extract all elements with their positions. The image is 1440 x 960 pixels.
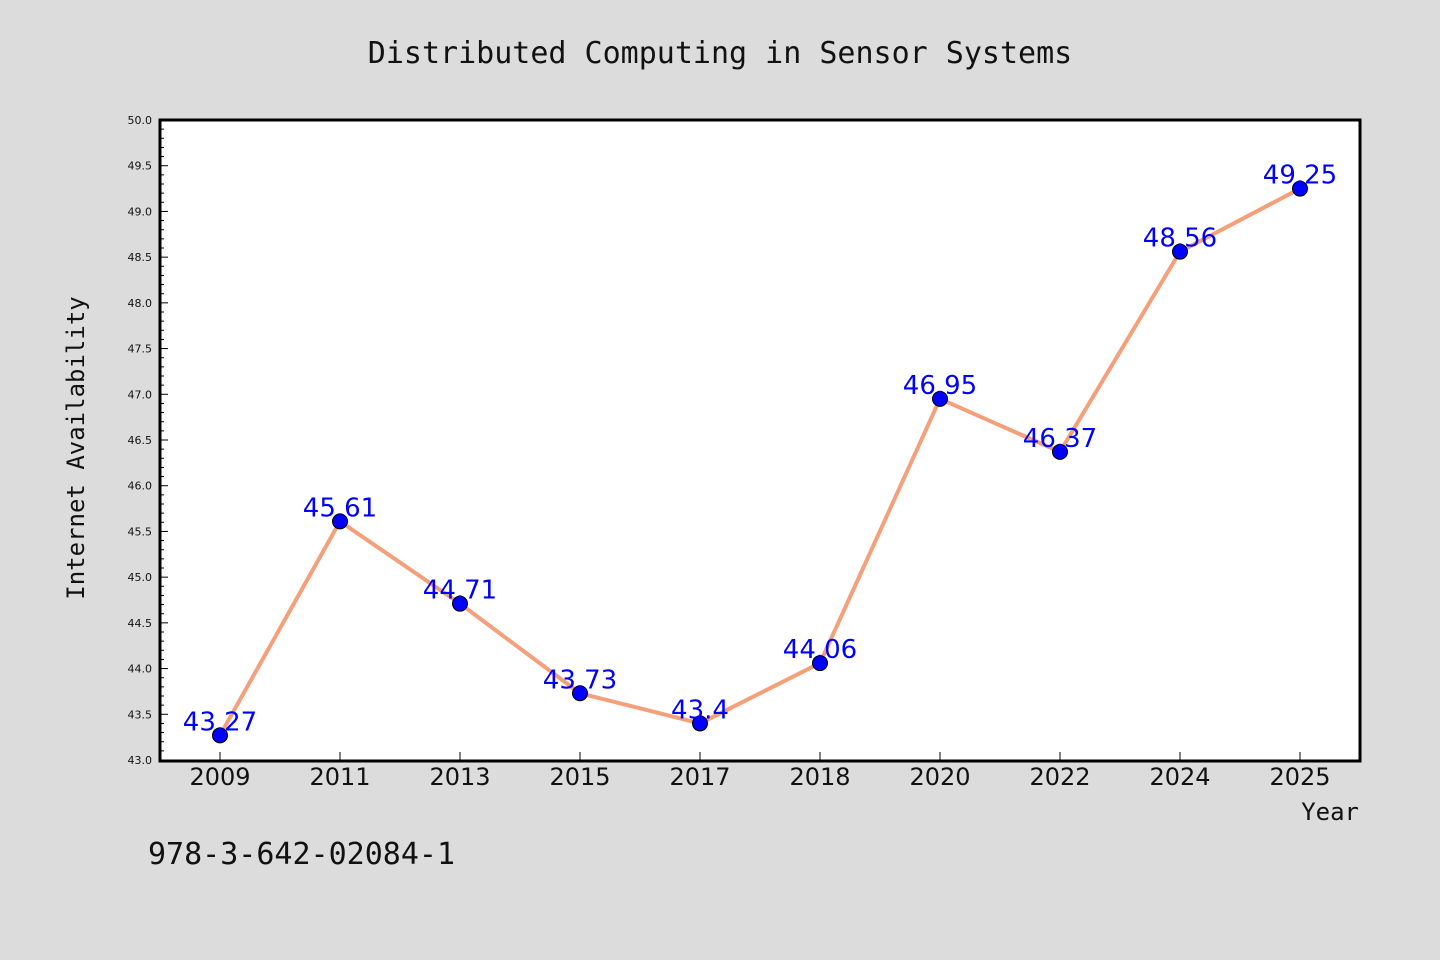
data-point (692, 715, 708, 732)
y-tick-label: 44.0 (128, 663, 153, 676)
y-tick-label: 47.0 (128, 388, 153, 401)
y-tick-label: 49.0 (128, 205, 153, 218)
y-tick-label: 45.0 (128, 571, 153, 584)
data-label: 48.56 (1143, 224, 1217, 254)
y-tick-label: 43.5 (128, 708, 153, 721)
data-point (212, 727, 228, 744)
data-label: 43.27 (183, 707, 257, 737)
footer-isbn: 978-3-642-02084-1 (148, 837, 455, 872)
data-label: 43.73 (543, 665, 617, 695)
x-tick-label: 2015 (549, 763, 610, 791)
data-point (812, 655, 828, 672)
y-axis: 43.0 43.5 44.0 44.5 45.0 45.5 46.0 46.5 47.0 47.5… (128, 114, 168, 767)
y-tick-label: 46.0 (128, 480, 153, 493)
data-label: 49.25 (1263, 161, 1337, 191)
x-tick-label: 2009 (189, 763, 250, 791)
x-tick-label: 2025 (1269, 763, 1330, 791)
y-tick-label: 44.5 (128, 617, 153, 630)
x-tick-label: 2022 (1029, 763, 1090, 791)
y-tick-label: 47.5 (128, 343, 153, 356)
x-tick-label: 2024 (1149, 763, 1210, 791)
x-tick-label: 2011 (309, 763, 370, 791)
x-axis: 2009 2011 2013 2015 2017 2018 2020 2022 2024 2025 (189, 752, 1331, 791)
y-tick-label: 43.0 (128, 754, 153, 767)
data-label: 43.4 (671, 695, 729, 725)
y-tick-label: 48.5 (128, 251, 153, 264)
x-tick-label: 2013 (429, 763, 490, 791)
series (212, 180, 1308, 744)
y-tick-label: 49.5 (128, 160, 153, 173)
data-label: 46.37 (1023, 424, 1097, 454)
data-point (1052, 443, 1068, 460)
y-tick-label: 48.0 (128, 297, 153, 310)
x-tick-label: 2017 (669, 763, 730, 791)
x-tick-label: 2018 (789, 763, 850, 791)
data-point (572, 685, 588, 702)
data-point (452, 595, 468, 612)
y-axis-label: Internet Availability (62, 296, 90, 599)
x-tick-label: 2020 (909, 763, 970, 791)
data-labels: 43.27 45.61 44.71 43.73 43.4 44.06 46.95 46.37 4… (183, 161, 1337, 738)
x-axis-label: Year (1301, 798, 1359, 826)
y-tick-label: 46.5 (128, 434, 153, 447)
y-tick-label: 45.5 (128, 525, 153, 538)
plot-area (158, 118, 1362, 763)
y-tick-label: 50.0 (128, 114, 153, 127)
data-point (932, 390, 948, 407)
data-point (332, 513, 348, 530)
data-point (1172, 243, 1188, 260)
data-label: 44.71 (423, 576, 497, 606)
data-label: 45.61 (303, 493, 377, 523)
data-point (1292, 180, 1308, 197)
data-label: 44.06 (783, 635, 857, 665)
data-label: 46.95 (903, 371, 977, 401)
chart-title: Distributed Computing in Sensor Systems (368, 36, 1072, 71)
series-line (218, 186, 1301, 737)
